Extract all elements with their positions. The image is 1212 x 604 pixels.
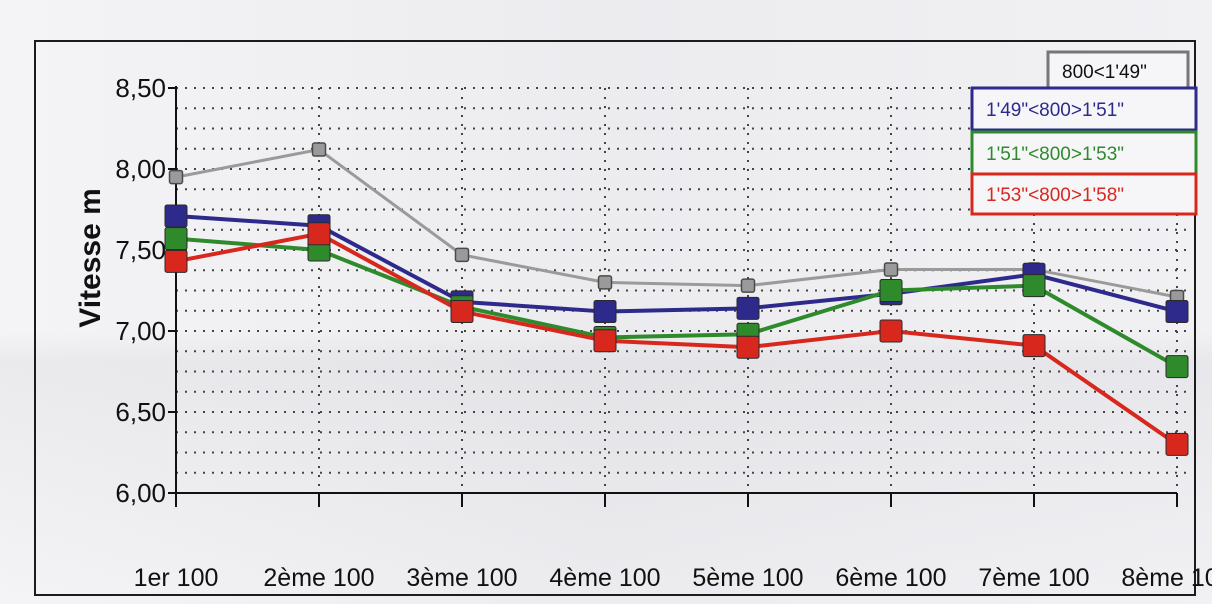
data-point [1165, 432, 1189, 456]
x-tick-label: 4ème 100 [549, 564, 660, 592]
legend-entry: 1'49"<800>1'51" [970, 86, 1198, 132]
data-point [879, 319, 903, 343]
legend-entry: 1'53"<800>1'58" [970, 172, 1198, 216]
series-layer [164, 142, 1189, 456]
data-point [1165, 355, 1189, 379]
chart-frame [34, 40, 1196, 596]
data-point [307, 222, 331, 246]
data-point [454, 247, 470, 263]
data-point [1022, 274, 1046, 298]
x-tick-label: 1er 100 [134, 564, 219, 592]
data-point [1165, 300, 1189, 324]
axes: 6,00 6,50 7,00 7,50 8,00 8,50 1er 100 2ème 100 3… [115, 73, 1212, 592]
series-3 [164, 222, 1189, 456]
legend-box [970, 172, 1198, 216]
y-tick-label: 7,00 [115, 316, 166, 346]
x-tick-label: 8ème 100 [1121, 564, 1212, 592]
legend-label: 1'51"<800>1'53" [986, 144, 1124, 165]
data-point [736, 335, 760, 359]
legend-entry: 1'51"<800>1'53" [970, 130, 1198, 176]
data-point [1022, 334, 1046, 358]
legend: 800<1'49" 1'49"<800>1'51" 1'51"<800>1'53" 1… [970, 50, 1198, 216]
legend-label: 800<1'49" [1062, 62, 1147, 83]
legend-box [970, 86, 1198, 132]
legend-entry: 800<1'49" [1046, 50, 1190, 92]
legend-label: 1'49"<800>1'51" [986, 100, 1124, 121]
x-tick-label: 7ème 100 [978, 564, 1089, 592]
data-point [879, 279, 903, 302]
data-point [164, 249, 188, 273]
series-line [175, 213, 1178, 314]
data-point [168, 169, 184, 185]
grid [176, 87, 1188, 493]
data-point [593, 329, 617, 353]
data-point [740, 278, 756, 293]
data-point [311, 142, 327, 157]
data-point [736, 296, 760, 320]
data-point [593, 300, 617, 324]
x-tick-label: 6ème 100 [835, 564, 946, 592]
series-line [175, 236, 1178, 369]
y-tick-label: 6,00 [115, 478, 166, 508]
series-line [175, 148, 1178, 299]
data-point [164, 204, 188, 228]
data-point [883, 262, 899, 277]
x-tick-label: 3ème 100 [406, 564, 517, 592]
x-tick-label: 2ème 100 [263, 564, 374, 592]
x-tick-label: 5ème 100 [692, 564, 803, 592]
y-tick-label: 7,50 [115, 235, 166, 265]
y-tick-label: 6,50 [115, 397, 166, 427]
series-0 [168, 142, 1185, 305]
y-axis-label: Vitesse m [74, 188, 107, 328]
data-point [450, 300, 474, 324]
y-tick-label: 8,00 [115, 154, 166, 184]
data-point [164, 227, 188, 251]
legend-label: 1'53"<800>1'58" [986, 185, 1124, 206]
series-line [175, 231, 1179, 447]
data-point [597, 275, 613, 290]
y-tick-label: 8,50 [115, 73, 166, 103]
